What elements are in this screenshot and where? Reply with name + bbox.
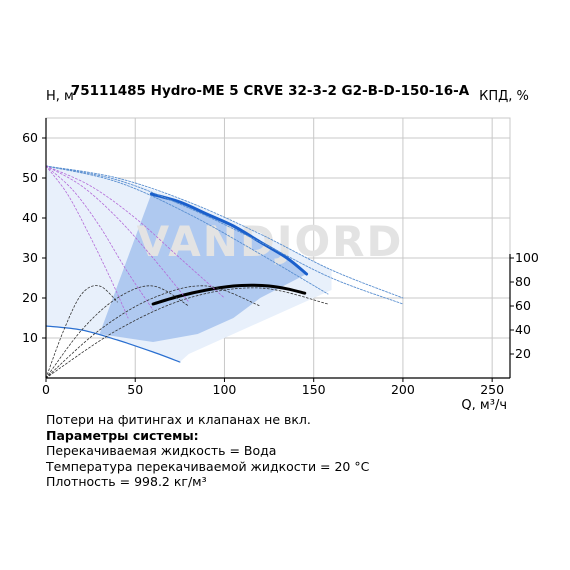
x-tick-label: 150 bbox=[302, 382, 326, 397]
x-tick-label: 200 bbox=[391, 382, 415, 397]
operating-regions bbox=[46, 166, 332, 362]
series-power-curve-1 bbox=[45, 165, 225, 299]
note-system-params-heading: Параметры системы: bbox=[46, 427, 199, 443]
y-tick-label: 60 bbox=[22, 130, 38, 145]
series-pump-curve-max-2 bbox=[45, 165, 404, 305]
y-tick-label: 40 bbox=[22, 210, 38, 225]
x-tick-label: 0 bbox=[42, 382, 50, 397]
pump-chart: VANDJORD 0 50 100 150 200 250 10 20 30 40 50 60 20 40… bbox=[22, 83, 539, 410]
chart-title: 75111485 Hydro-ME 5 CRVE 32-3-2 G2-B-D-1… bbox=[71, 83, 470, 99]
y2-tick-label: 60 bbox=[515, 298, 531, 313]
note-losses: Потери на фитингах и клапанах не вкл. bbox=[46, 412, 311, 427]
watermark: VANDJORD bbox=[137, 217, 404, 266]
y-tick-label: 50 bbox=[22, 170, 38, 185]
series-efficiency-2 bbox=[45, 285, 190, 379]
series-lines bbox=[45, 165, 404, 379]
tick-labels: 0 50 100 150 200 250 10 20 30 40 50 60 20 40 60 80 100 bbox=[22, 130, 539, 397]
series-efficiency-bold bbox=[151, 283, 307, 306]
y2-tick-label: 80 bbox=[515, 274, 531, 289]
series-efficiency-4 bbox=[45, 287, 329, 379]
y-tick-label: 30 bbox=[22, 250, 38, 265]
y2-tick-label: 20 bbox=[515, 346, 531, 361]
note-density: Плотность = 998.2 кг/м³ bbox=[46, 474, 207, 490]
system-notes: Потери на фитингах и клапанах не вкл. Па… bbox=[46, 412, 369, 490]
y-tick-label: 20 bbox=[22, 290, 38, 305]
series-efficiency-3 bbox=[45, 285, 261, 379]
y2-axis-label: КПД, % bbox=[479, 89, 529, 104]
series-power-curve-2 bbox=[45, 165, 190, 303]
series-pump-curve-2 bbox=[45, 165, 329, 295]
y-tick-label: 10 bbox=[22, 330, 38, 345]
series-pump-curve-bold bbox=[149, 192, 309, 276]
x-tick-label: 50 bbox=[127, 382, 143, 397]
series-pump-curve-max bbox=[45, 165, 404, 299]
note-liquid: Перекачиваемая жидкость = Вода bbox=[46, 443, 277, 459]
x-tick-label: 100 bbox=[213, 382, 237, 397]
series-pump-curve-min bbox=[45, 325, 181, 363]
region-dark bbox=[99, 194, 307, 342]
y-axis-label: H, м bbox=[46, 89, 74, 104]
y2-tick-label: 40 bbox=[515, 322, 531, 337]
y2-tick-label: 100 bbox=[515, 250, 539, 265]
note-temperature: Температура перекачиваемой жидкости = 20… bbox=[46, 458, 370, 474]
series-power-curve-3 bbox=[45, 165, 154, 311]
axes bbox=[45, 118, 511, 379]
x-axis-label: Q, м³/ч bbox=[461, 398, 507, 410]
series-power-curve-4 bbox=[45, 165, 129, 319]
x-tick-label: 250 bbox=[480, 382, 504, 397]
